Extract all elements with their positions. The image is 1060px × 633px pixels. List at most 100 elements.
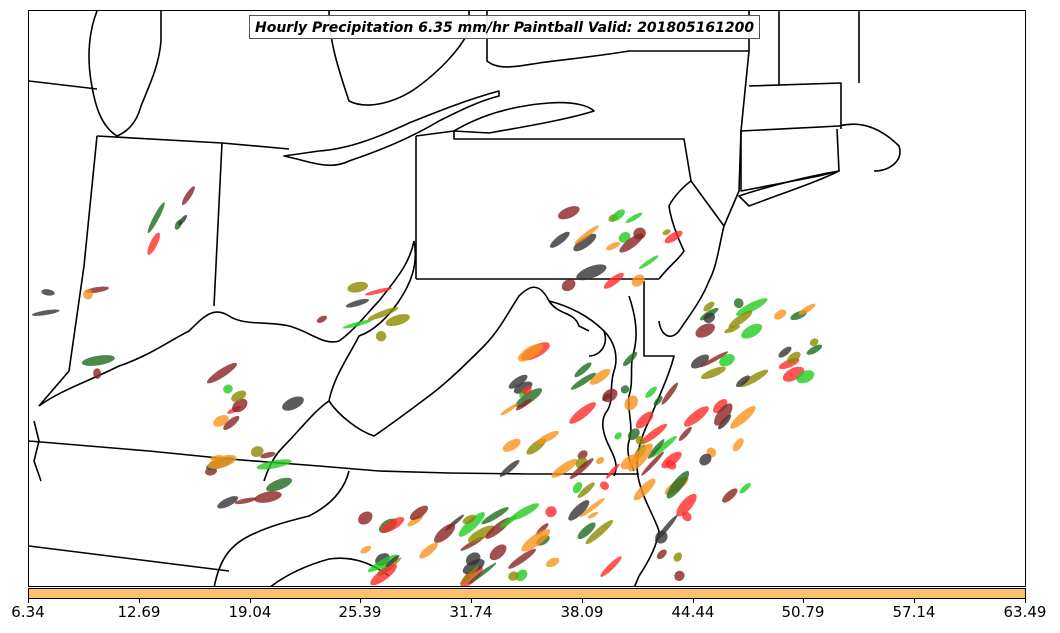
precip-paintball [674, 570, 685, 582]
precip-paintball [700, 366, 726, 380]
precip-paintball [699, 453, 712, 466]
precip-paintball [650, 435, 677, 458]
precip-paintball [809, 338, 819, 347]
precip-paintball [232, 398, 248, 413]
precip-paintball [549, 231, 570, 248]
precip-paintball [579, 498, 605, 518]
precip-paintball [600, 556, 622, 577]
precip-paintball [558, 206, 580, 220]
precip-paintball [774, 309, 787, 320]
precip-paintball [147, 202, 165, 234]
precip-paintball [628, 443, 653, 472]
border-vt-nh [748, 11, 860, 129]
precip-paintball [522, 385, 532, 395]
precip-paintball [739, 482, 751, 494]
precip-paintball [640, 423, 668, 445]
precip-paintball [568, 500, 590, 521]
precip-paintball [458, 512, 485, 537]
precip-paintball [93, 368, 102, 379]
precip-paintball [347, 281, 369, 293]
precip-paintball [714, 403, 733, 426]
precip-paintball [181, 186, 195, 205]
precip-paintball [796, 370, 815, 384]
precip-paintball [611, 209, 625, 222]
border-il-west [29, 80, 98, 90]
precip-paintball [316, 315, 328, 323]
precip-paintball [681, 511, 692, 522]
colorbar-tick-mark [360, 599, 361, 603]
precip-paintball [695, 323, 715, 338]
precip-paintball [606, 241, 621, 251]
precip-paintball [678, 426, 692, 442]
precip-paintball [614, 432, 622, 440]
precip-paintball [619, 233, 644, 253]
precip-paintball [576, 264, 607, 281]
precip-paintball [385, 314, 410, 327]
precip-paintball [599, 481, 610, 491]
colorbar-tick-label: 12.69 [117, 603, 161, 621]
precip-paintball [207, 454, 237, 469]
precip-paintball [627, 428, 640, 441]
precip-paintball [234, 497, 257, 505]
precip-paintball [635, 436, 645, 445]
border-mi [96, 135, 290, 150]
precip-paintball [510, 503, 540, 521]
precip-paintball [736, 298, 768, 316]
precip-paintball [569, 402, 596, 424]
precip-paintball [147, 232, 160, 255]
precip-paintball [778, 346, 792, 358]
precip-paintball [641, 451, 664, 476]
precip-paintball [620, 385, 630, 394]
border-nc-sc [213, 470, 350, 586]
precip-paintball [573, 233, 597, 252]
precip-paintball [653, 396, 663, 406]
precip-paintball [508, 374, 528, 389]
border-va-nc [29, 440, 639, 475]
precip-paintball [655, 530, 668, 544]
precip-paintball [732, 438, 744, 452]
colorbar-tick-mark [803, 599, 804, 603]
precip-paintball [499, 515, 517, 528]
precip-paintball [730, 406, 756, 429]
colorbar-tick-mark [471, 599, 472, 603]
colorbar-tick-mark [139, 599, 140, 603]
precip-paintball [545, 506, 557, 518]
colorbar-tick-label: 38.09 [560, 603, 604, 621]
lake-ontario [453, 101, 595, 134]
precip-paintball [41, 289, 55, 296]
coast-west [33, 420, 42, 482]
precip-paintball [656, 549, 667, 560]
precip-paintball [508, 571, 519, 581]
precip-paintball [572, 481, 583, 494]
precip-paintball [577, 522, 596, 540]
precip-paintball [370, 564, 397, 586]
precip-paintball [647, 439, 665, 459]
precip-paintball [664, 230, 683, 244]
precip-paintball [577, 482, 595, 499]
precip-paintball [561, 279, 576, 292]
precip-paintball [602, 388, 618, 403]
colorbar-tick-mark [914, 599, 915, 603]
precip-paintball [508, 548, 536, 569]
precip-paintball [673, 552, 683, 562]
precip-paintball [545, 557, 560, 568]
precip-paintball [282, 396, 304, 411]
precip-paintball [434, 523, 456, 543]
precip-paintball [638, 255, 659, 270]
precip-paintball [724, 325, 741, 334]
precip-paintball [256, 459, 292, 470]
precip-paintball [645, 386, 657, 398]
lake-huron [328, 11, 470, 106]
precip-paintball [739, 369, 769, 388]
precip-paintball [206, 362, 238, 384]
colorbar-tick-mark [28, 599, 29, 603]
precip-paintball [700, 351, 729, 368]
ohio-river [38, 240, 415, 407]
colorbar-tick-mark [1025, 599, 1026, 603]
precip-paintball [703, 301, 715, 312]
precip-paintball [570, 372, 597, 390]
colorbar-tick-label: 57.14 [892, 603, 936, 621]
precip-paintball [481, 507, 509, 525]
precip-paintball [569, 458, 594, 480]
precip-paintball [231, 390, 247, 402]
